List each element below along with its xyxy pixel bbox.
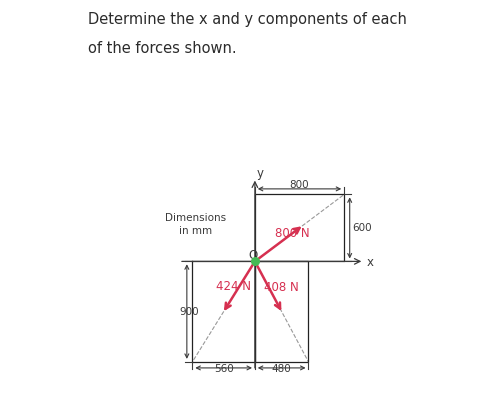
Text: of the forces shown.: of the forces shown. <box>88 41 237 56</box>
Text: Dimensions
in mm: Dimensions in mm <box>165 213 226 236</box>
Text: 560: 560 <box>214 364 233 374</box>
Text: 800 N: 800 N <box>275 227 310 240</box>
Text: 800: 800 <box>290 180 309 189</box>
Text: Determine the x and y components of each: Determine the x and y components of each <box>88 12 407 27</box>
Text: 600: 600 <box>352 223 372 233</box>
Text: 408 N: 408 N <box>264 281 298 294</box>
Text: x: x <box>366 256 373 269</box>
Text: 424 N: 424 N <box>216 280 251 293</box>
Text: 900: 900 <box>179 307 199 317</box>
Text: O: O <box>249 249 258 262</box>
Text: y: y <box>257 166 264 180</box>
Text: 480: 480 <box>272 364 291 374</box>
